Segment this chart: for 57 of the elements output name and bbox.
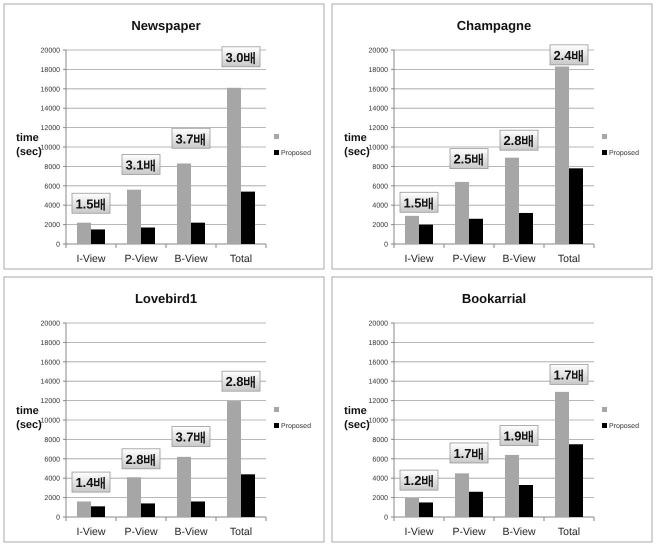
y-axis-title: time (sec) <box>344 132 370 158</box>
annotation: 1.5배 <box>403 195 435 210</box>
annotation: 2.4배 <box>553 48 585 63</box>
x-tick-label: B-View <box>502 526 536 538</box>
bar <box>519 484 533 517</box>
x-tick-label: B-View <box>174 526 208 538</box>
annotation: 3.7배 <box>175 429 207 444</box>
annotation: 2.8배 <box>125 452 157 467</box>
annotation: 3.0배 <box>225 50 257 65</box>
bar <box>191 222 205 244</box>
bar <box>241 474 255 517</box>
x-tick-label: B-View <box>502 253 536 265</box>
bar <box>469 218 483 244</box>
y-axis-title: time (sec) <box>16 405 42 431</box>
bar <box>191 501 205 517</box>
annotation: 3.7배 <box>175 131 207 146</box>
x-tick-label: B-View <box>174 253 208 265</box>
annotation: 2.5배 <box>453 152 485 167</box>
x-tick-label: I-View <box>404 526 434 538</box>
chart-title: Bookarrial <box>462 291 526 306</box>
bar <box>519 212 533 244</box>
annotation: 2.8배 <box>503 133 535 148</box>
x-tick-label: I-View <box>76 253 106 265</box>
bar <box>469 492 483 517</box>
annotation: 1.2배 <box>403 473 435 488</box>
bar <box>91 229 105 244</box>
chart-title: Lovebird1 <box>134 291 198 306</box>
x-tick-label: P-View <box>452 253 486 265</box>
chart-title: Newspaper <box>131 18 201 33</box>
y-axis-title: time (sec) <box>16 132 42 158</box>
x-tick-label: Total <box>558 253 580 265</box>
x-tick-label: P-View <box>124 253 158 265</box>
annotation: 1.9배 <box>503 428 535 444</box>
x-tick-label: I-View <box>404 253 434 265</box>
bar <box>91 506 105 517</box>
x-tick-label: Total <box>230 253 252 265</box>
bar <box>241 192 255 244</box>
annotation: 1.5배 <box>75 196 107 212</box>
bar <box>77 501 91 517</box>
annotation: 1.4배 <box>75 475 107 490</box>
annotation: 2.8배 <box>225 374 257 390</box>
bar <box>569 168 583 244</box>
bar <box>141 228 155 244</box>
x-tick-label: I-View <box>76 526 106 538</box>
bar <box>419 502 433 517</box>
y-axis-title: time (sec) <box>344 405 370 431</box>
bar <box>141 503 155 517</box>
bar <box>419 224 433 244</box>
chart-title: Champagne <box>456 18 532 33</box>
annotation: 1.7배 <box>453 446 485 461</box>
x-tick-label: Total <box>558 526 580 538</box>
x-tick-label: P-View <box>452 526 486 538</box>
annotation: 3.1배 <box>125 157 157 172</box>
x-tick-label: P-View <box>124 526 158 538</box>
bar <box>569 444 583 517</box>
x-tick-label: Total <box>230 526 252 538</box>
annotation: 1.7배 <box>553 367 585 382</box>
